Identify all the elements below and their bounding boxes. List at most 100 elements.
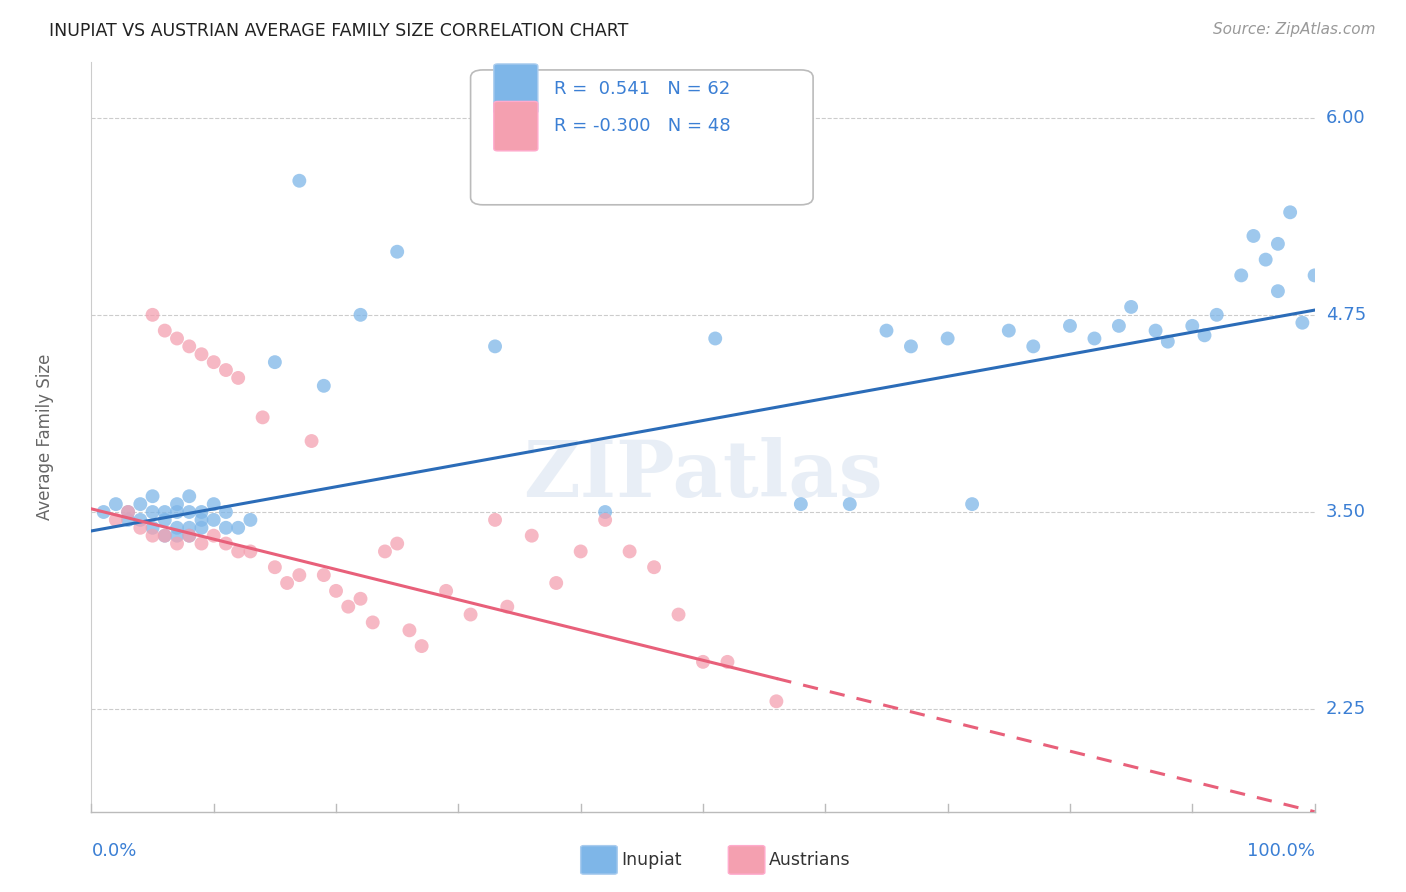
Point [1083, 331, 1105, 345]
Text: Austrians: Austrians [769, 851, 851, 869]
Point [1059, 318, 1081, 333]
Point [141, 521, 163, 535]
Point [484, 513, 506, 527]
Point [546, 576, 568, 591]
Point [166, 521, 188, 535]
Point [288, 174, 311, 188]
Point [215, 536, 238, 550]
Point [226, 371, 249, 385]
Point [202, 497, 225, 511]
Point [129, 513, 152, 527]
Point [1194, 328, 1216, 343]
Point [166, 536, 188, 550]
Point [1181, 318, 1204, 333]
Point [239, 513, 262, 527]
Point [190, 521, 212, 535]
Point [153, 505, 176, 519]
Point [520, 529, 543, 543]
Point [141, 308, 163, 322]
Point [1267, 236, 1289, 251]
Point [129, 521, 152, 535]
Point [1303, 268, 1326, 283]
Point [179, 529, 201, 543]
Point [1108, 318, 1130, 333]
Point [838, 497, 860, 511]
Point [337, 599, 360, 614]
Point [1279, 205, 1302, 219]
Point [226, 521, 249, 535]
Point [117, 505, 139, 519]
Point [385, 536, 409, 550]
Point [998, 324, 1021, 338]
Point [153, 529, 176, 543]
Text: R =  0.541   N = 62: R = 0.541 N = 62 [554, 79, 730, 97]
Point [179, 505, 201, 519]
Point [190, 505, 212, 519]
Text: ZIPatlas: ZIPatlas [523, 436, 883, 513]
Point [398, 624, 420, 638]
Point [93, 505, 115, 519]
Point [141, 489, 163, 503]
Point [179, 521, 201, 535]
Text: R = -0.300   N = 48: R = -0.300 N = 48 [554, 117, 730, 135]
Point [668, 607, 690, 622]
Point [1243, 229, 1265, 244]
Point [215, 505, 238, 519]
Point [1254, 252, 1277, 267]
Point [349, 308, 371, 322]
Text: Inupiat: Inupiat [621, 851, 682, 869]
Point [619, 544, 641, 558]
Point [166, 497, 188, 511]
Point [179, 529, 201, 543]
Point [117, 513, 139, 527]
Point [325, 583, 347, 598]
Text: 100.0%: 100.0% [1247, 842, 1315, 860]
Point [202, 513, 225, 527]
Point [117, 505, 139, 519]
Point [1230, 268, 1253, 283]
FancyBboxPatch shape [471, 70, 813, 205]
Point [312, 568, 335, 582]
Point [153, 529, 176, 543]
Point [215, 363, 238, 377]
Point [202, 529, 225, 543]
Text: 2.25: 2.25 [1326, 700, 1367, 718]
Point [166, 331, 188, 345]
Point [226, 544, 249, 558]
Point [692, 655, 714, 669]
Point [593, 505, 616, 519]
Point [166, 529, 188, 543]
Text: 4.75: 4.75 [1326, 306, 1367, 324]
Point [790, 497, 813, 511]
Point [301, 434, 323, 448]
Point [374, 544, 396, 558]
Point [960, 497, 983, 511]
Point [765, 694, 787, 708]
Point [104, 497, 127, 511]
Text: Average Family Size: Average Family Size [37, 354, 53, 520]
Point [1022, 339, 1045, 353]
Point [190, 513, 212, 527]
Point [900, 339, 922, 353]
Text: 3.50: 3.50 [1326, 503, 1365, 521]
Text: Source: ZipAtlas.com: Source: ZipAtlas.com [1212, 22, 1375, 37]
Point [264, 560, 287, 574]
Point [1121, 300, 1143, 314]
Point [1144, 324, 1167, 338]
Point [1205, 308, 1227, 322]
Point [215, 521, 238, 535]
Text: 6.00: 6.00 [1326, 109, 1365, 127]
Point [1291, 316, 1313, 330]
Point [496, 599, 519, 614]
Point [190, 347, 212, 361]
Point [593, 513, 616, 527]
Point [190, 536, 212, 550]
Point [875, 324, 898, 338]
Point [704, 331, 727, 345]
Point [179, 339, 201, 353]
Point [936, 331, 959, 345]
Point [264, 355, 287, 369]
Point [141, 505, 163, 519]
FancyBboxPatch shape [494, 102, 538, 151]
Point [312, 379, 335, 393]
